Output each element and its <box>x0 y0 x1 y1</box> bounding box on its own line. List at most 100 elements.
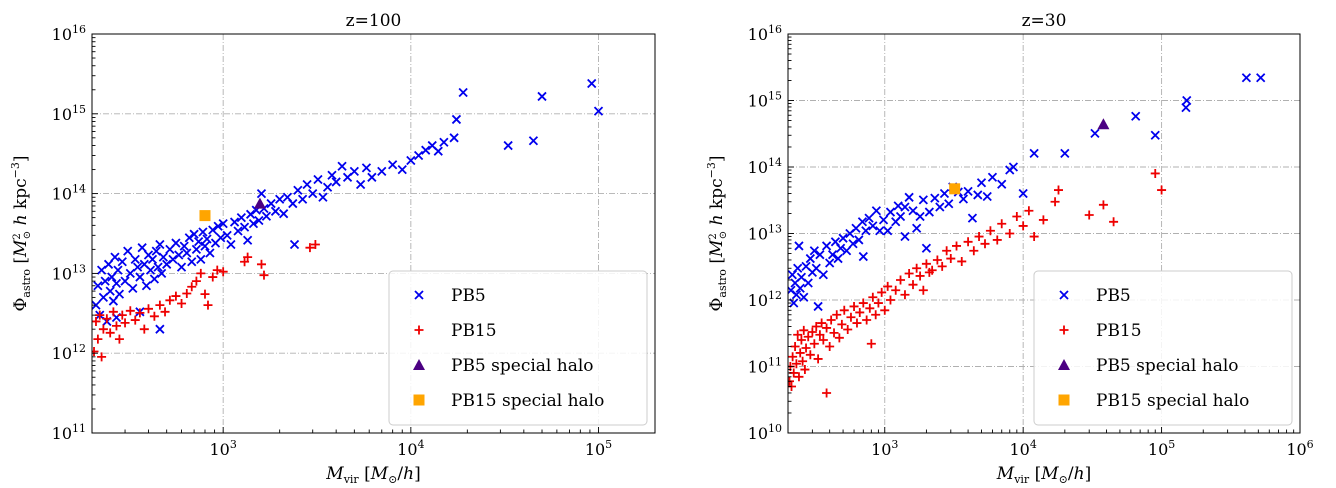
pb15-point <box>135 308 145 318</box>
pb5-point <box>137 243 147 253</box>
pb15-point <box>822 323 832 333</box>
pb5-point <box>222 230 232 240</box>
pb5-point <box>337 161 347 171</box>
pb5-point <box>157 268 167 279</box>
pb5-point <box>233 226 243 236</box>
pb15-point <box>924 267 934 277</box>
pb15-point <box>790 341 800 351</box>
pb5-point <box>123 246 133 256</box>
pb15-point <box>125 306 135 316</box>
pb5-point <box>208 225 218 235</box>
pb15-point <box>1084 210 1094 220</box>
pb15-point <box>200 289 210 299</box>
pb5-point <box>218 219 228 229</box>
pb5-point <box>248 219 259 229</box>
panel-title: z=100 <box>346 11 402 31</box>
pb15-point <box>92 316 101 326</box>
pb5-point <box>794 241 804 251</box>
pb5-point <box>537 91 547 102</box>
pb5-point <box>155 324 165 334</box>
pb15-point <box>846 312 856 322</box>
pb5-point <box>587 78 597 89</box>
pb5-point <box>196 254 206 264</box>
pb5-point <box>174 250 184 260</box>
pb5-point <box>256 188 267 199</box>
pb5-point <box>871 206 882 216</box>
pb15-point <box>796 335 806 345</box>
pb15-special-halo-marker <box>949 183 961 195</box>
x-tick-label: 105 <box>585 438 612 459</box>
pb5-point <box>421 145 431 155</box>
pb5-point <box>270 206 281 216</box>
pb5-point <box>875 226 885 236</box>
series-pb5 <box>92 78 604 334</box>
pb15-point <box>139 324 149 334</box>
pb5-point <box>318 192 328 202</box>
pb15-point <box>800 365 810 375</box>
pb15-point <box>799 325 809 335</box>
pb15-point <box>915 271 925 281</box>
pb15-point <box>1054 185 1063 195</box>
pb5-point <box>908 206 918 216</box>
y-tick-label: 1014 <box>748 156 782 177</box>
pb15-point <box>305 243 315 253</box>
pb5-point <box>406 155 416 166</box>
pb5-point <box>327 170 337 180</box>
panel-z100: 103 104 105 1011 1012 1013 1014 1015 1016 z=100 Mv… <box>9 11 656 486</box>
pb15-point <box>900 290 910 300</box>
pb15-point <box>805 350 815 360</box>
y-tick-label: 1016 <box>52 23 86 44</box>
pb5-point <box>229 217 240 227</box>
pb15-point <box>952 241 962 251</box>
pb15-point <box>918 285 928 295</box>
pb5-point <box>236 212 246 223</box>
pb15-point <box>177 298 187 308</box>
pb15-point <box>1024 206 1034 216</box>
pb15-point <box>832 310 842 320</box>
pb5-point <box>433 146 443 156</box>
pb15-point <box>880 305 890 315</box>
legend-label: PB15 special halo <box>1096 391 1249 411</box>
pb15-point <box>1029 232 1039 242</box>
legend-marker <box>414 290 424 300</box>
pb15-point <box>130 315 140 325</box>
pb5-point <box>809 246 819 256</box>
pb15-point <box>203 300 213 310</box>
pb5-point <box>900 231 910 242</box>
pb5-point <box>825 258 835 268</box>
pb15-point <box>963 237 973 247</box>
pb5-point <box>1256 73 1266 83</box>
pb5-point <box>811 263 821 273</box>
pb5-point <box>216 233 226 243</box>
pb5-point <box>242 235 253 245</box>
pb15-point <box>1038 215 1048 225</box>
pb15-point <box>974 232 984 242</box>
pb5-point <box>193 237 204 247</box>
pb15-point <box>149 311 159 321</box>
pb5-point <box>1131 111 1141 121</box>
pb5-point <box>297 194 308 204</box>
pb5-point <box>963 186 973 197</box>
pb5-point <box>1182 95 1192 106</box>
pb15-point <box>97 352 107 362</box>
pb15-point <box>885 295 895 305</box>
pb5-point <box>861 226 871 236</box>
pb5-point <box>921 243 932 253</box>
pb15-point <box>1050 197 1060 207</box>
pb15-point <box>111 321 121 331</box>
pb5-point <box>110 252 120 262</box>
pb15-point <box>837 319 847 329</box>
pb15-point <box>310 240 320 250</box>
pb5-point <box>176 262 187 272</box>
pb5-point <box>413 150 424 161</box>
pb5-point <box>799 292 809 302</box>
pb5-point <box>261 211 272 221</box>
pb5-point <box>503 140 513 151</box>
pb5-point <box>288 198 298 209</box>
pb5-point <box>848 239 858 249</box>
legend-label: PB15 <box>1096 321 1142 341</box>
pb5-point <box>308 188 318 199</box>
y-tick-label: 1016 <box>748 23 782 44</box>
pb5-point <box>105 286 115 296</box>
pb5-point <box>266 198 276 209</box>
